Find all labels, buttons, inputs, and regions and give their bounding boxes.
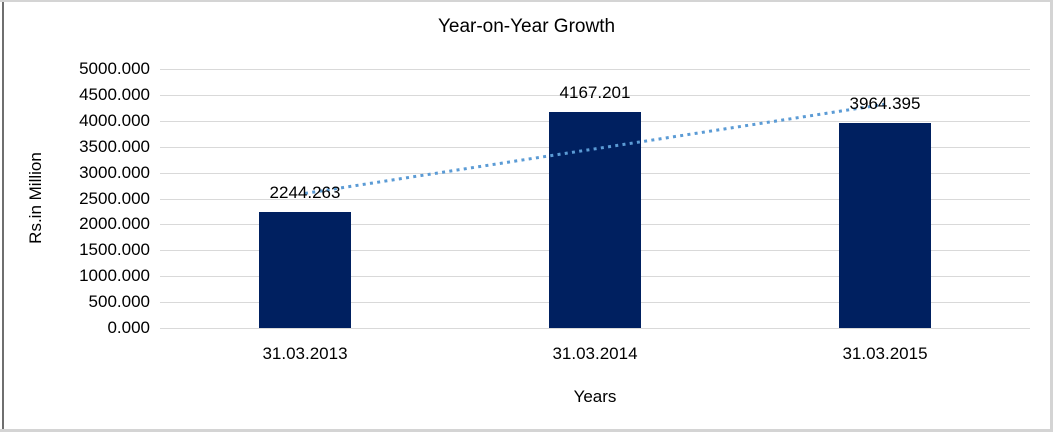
frame-border-top bbox=[0, 0, 1053, 2]
frame-border-right bbox=[1050, 0, 1053, 432]
chart-title: Year-on-Year Growth bbox=[437, 16, 616, 37]
y-tick-label: 1500.000 bbox=[79, 240, 150, 260]
data-label: 4167.201 bbox=[559, 83, 631, 103]
gridline bbox=[160, 69, 1030, 70]
y-tick-label: 2000.000 bbox=[79, 214, 150, 234]
x-axis-title: Years bbox=[573, 387, 617, 406]
x-category-label: 31.03.2013 bbox=[262, 344, 348, 363]
y-tick-label: 500.000 bbox=[88, 292, 150, 312]
bar bbox=[259, 211, 351, 328]
y-tick-label: 1000.000 bbox=[79, 266, 150, 286]
y-tick-label: 2500.000 bbox=[79, 188, 150, 208]
gridline bbox=[160, 94, 1030, 96]
x-category-label: 31.03.2015 bbox=[842, 344, 928, 363]
y-tick-label: 5000.000 bbox=[79, 59, 150, 78]
y-tick-label: 0.000 bbox=[107, 318, 150, 337]
bar bbox=[549, 112, 641, 328]
y-tick-label: 4000.000 bbox=[79, 110, 150, 130]
y-tick-label: 3500.000 bbox=[79, 136, 150, 156]
frame-border-left-dark-line bbox=[2, 2, 4, 429]
y-tick-label: 4500.000 bbox=[79, 84, 150, 104]
frame-border-bottom bbox=[0, 429, 1053, 432]
data-label: 2244.263 bbox=[269, 182, 341, 202]
bar bbox=[839, 122, 931, 328]
gridline bbox=[160, 328, 1030, 329]
data-label: 3964.395 bbox=[849, 93, 921, 113]
y-tick-label: 3000.000 bbox=[79, 162, 150, 182]
x-category-label: 31.03.2014 bbox=[552, 344, 638, 363]
